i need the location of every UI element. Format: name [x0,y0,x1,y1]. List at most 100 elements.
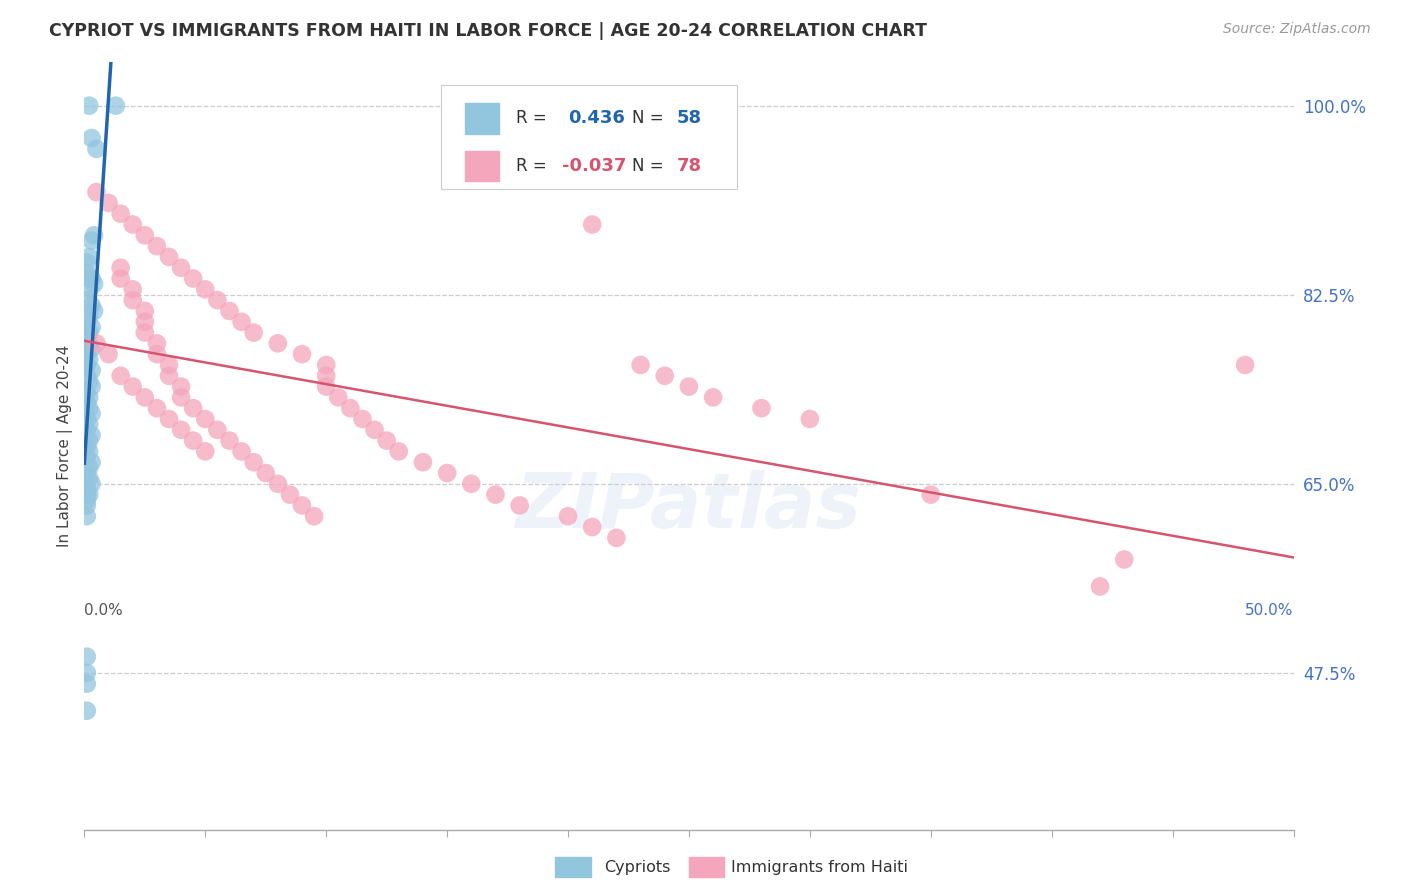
Point [76,331,98,345]
Point [207,293,229,307]
Point [86,142,108,156]
Point [146,336,169,351]
Point [509,499,531,513]
Point [77,460,100,475]
Text: 0.436: 0.436 [568,110,624,128]
Text: 78: 78 [676,157,702,175]
Point [1114,552,1136,566]
Point [146,347,169,361]
Point [134,315,156,329]
Point [86,185,108,199]
Point [83,228,105,243]
Point [77,444,100,458]
Point [315,358,337,372]
Point [170,260,193,275]
Text: Source: ZipAtlas.com: Source: ZipAtlas.com [1223,22,1371,37]
Point [484,488,506,502]
Point [920,488,942,502]
Point [291,499,314,513]
Text: 58: 58 [676,110,702,128]
Point [181,271,204,285]
Point [76,466,98,480]
Point [121,293,143,307]
Point [77,488,100,502]
Point [339,401,361,416]
Point [97,195,120,210]
Point [76,509,98,524]
Point [218,434,240,448]
Point [77,98,100,112]
Point [436,466,458,480]
Point [181,401,204,416]
Point [157,368,180,383]
Bar [465,151,499,181]
Point [80,271,103,285]
Point [77,250,100,264]
Point [97,347,120,361]
Point [80,363,103,377]
Point [388,444,411,458]
Point [218,304,240,318]
Point [76,482,98,496]
Point [121,282,143,296]
Point [352,412,374,426]
Point [77,336,100,351]
Point [194,282,217,296]
Point [181,434,204,448]
Point [77,282,100,296]
Point [170,390,193,404]
Point [77,271,100,285]
Point [1234,358,1257,372]
Point [76,499,98,513]
Point [76,396,98,410]
Point [170,423,193,437]
Point [104,98,127,112]
Point [80,131,103,145]
Point [557,509,579,524]
Point [231,444,253,458]
Point [134,228,156,243]
Point [76,423,98,437]
Point [110,271,132,285]
Point [77,434,100,448]
Point [363,423,385,437]
Bar [465,103,499,134]
Point [157,250,180,264]
Point [654,368,676,383]
Point [76,266,98,280]
Point [77,390,100,404]
Point [76,358,98,372]
Point [254,466,277,480]
Point [1088,579,1111,593]
Point [315,379,337,393]
Point [86,336,108,351]
Point [76,255,98,269]
Point [231,315,253,329]
Point [80,234,103,248]
Point [460,476,482,491]
Point [76,665,98,680]
Point [799,412,821,426]
Y-axis label: In Labor Force | Age 20-24: In Labor Force | Age 20-24 [58,345,73,547]
Point [134,304,156,318]
Point [77,471,100,485]
Point [76,450,98,464]
Point [242,455,264,469]
Point [278,488,301,502]
Point [110,207,132,221]
Point [76,347,98,361]
Point [134,390,156,404]
Text: N =: N = [633,110,664,128]
Point [80,320,103,334]
Point [134,326,156,340]
Point [76,493,98,508]
Point [76,649,98,664]
Text: CYPRIOT VS IMMIGRANTS FROM HAITI IN LABOR FORCE | AGE 20-24 CORRELATION CHART: CYPRIOT VS IMMIGRANTS FROM HAITI IN LABO… [49,22,927,40]
Point [76,704,98,718]
Point [315,368,337,383]
Point [80,407,103,421]
Point [76,315,98,329]
Text: R =: R = [516,110,547,128]
Point [581,218,603,232]
Point [83,304,105,318]
